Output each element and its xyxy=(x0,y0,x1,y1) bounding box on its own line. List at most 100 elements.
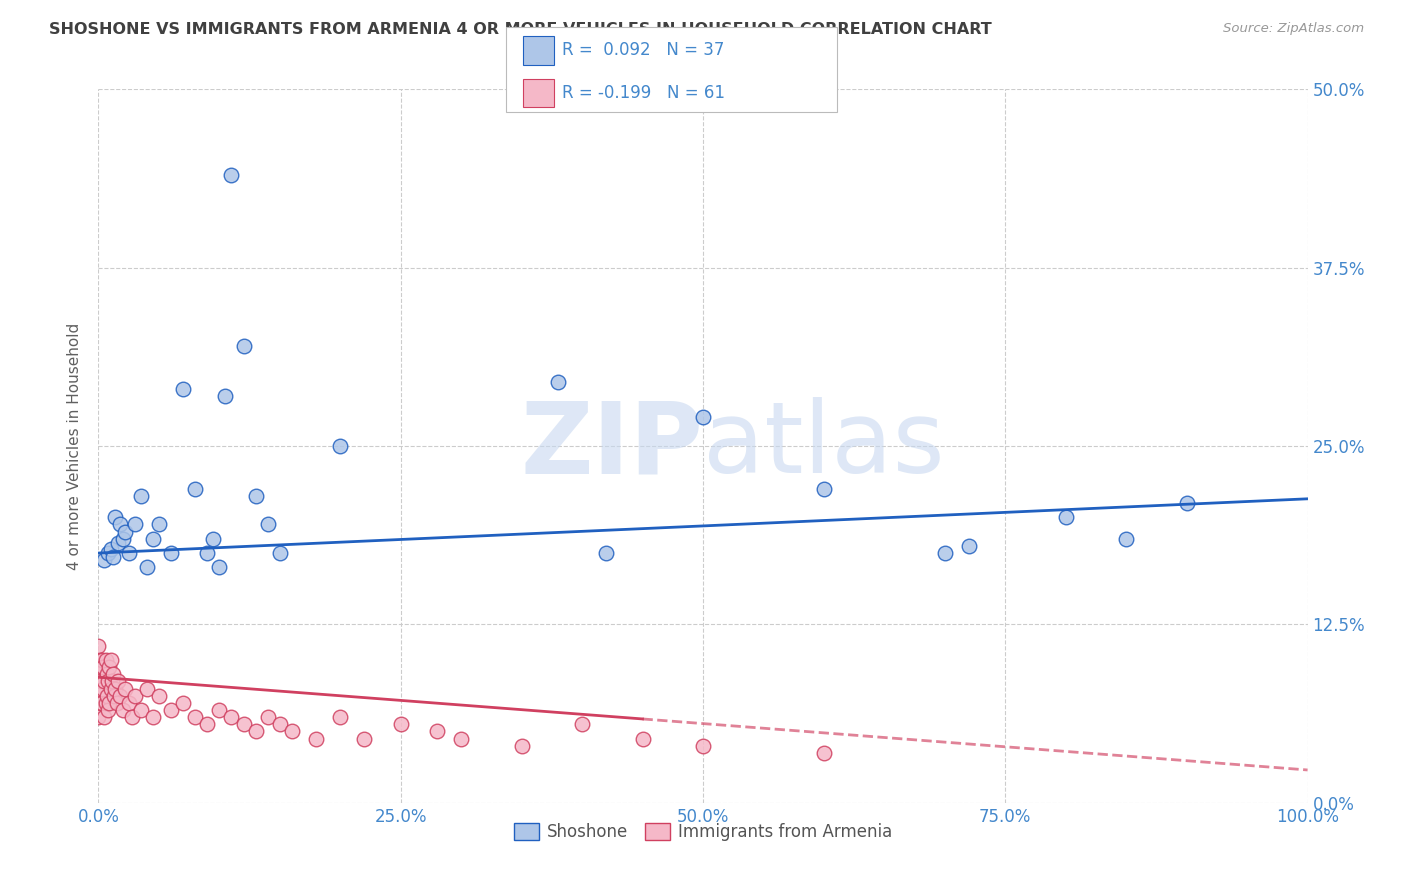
Point xyxy=(97,546,120,560)
Point xyxy=(329,710,352,724)
Point xyxy=(87,667,110,681)
Point xyxy=(100,541,122,556)
Point xyxy=(245,724,267,739)
Point xyxy=(100,653,122,667)
Point xyxy=(214,389,236,403)
Point xyxy=(208,560,231,574)
Point xyxy=(124,689,146,703)
Point xyxy=(172,696,194,710)
Point xyxy=(595,546,617,560)
Point xyxy=(135,560,157,574)
Point xyxy=(94,696,117,710)
Point xyxy=(269,546,291,560)
Point xyxy=(160,703,183,717)
Point xyxy=(148,517,170,532)
Point xyxy=(114,681,136,696)
Point xyxy=(934,546,956,560)
Point xyxy=(353,731,375,746)
Point xyxy=(305,731,328,746)
Point xyxy=(160,546,183,560)
Point xyxy=(91,653,114,667)
Point xyxy=(547,375,569,389)
Text: R = -0.199   N = 61: R = -0.199 N = 61 xyxy=(562,84,725,102)
Point xyxy=(101,667,124,681)
Point xyxy=(202,532,225,546)
Point xyxy=(98,696,121,710)
Point xyxy=(692,410,714,425)
Point xyxy=(87,639,110,653)
Point xyxy=(105,696,128,710)
Point xyxy=(1175,496,1198,510)
Point xyxy=(184,710,207,724)
Point xyxy=(108,689,131,703)
Point xyxy=(94,653,117,667)
Point xyxy=(232,717,254,731)
Point xyxy=(89,653,111,667)
Text: SHOSHONE VS IMMIGRANTS FROM ARMENIA 4 OR MORE VEHICLES IN HOUSEHOLD CORRELATION : SHOSHONE VS IMMIGRANTS FROM ARMENIA 4 OR… xyxy=(49,22,993,37)
Point xyxy=(129,703,152,717)
Point xyxy=(100,674,122,689)
Point xyxy=(101,550,124,565)
Point xyxy=(121,710,143,724)
Point xyxy=(232,339,254,353)
Point xyxy=(510,739,533,753)
Point xyxy=(184,482,207,496)
Point xyxy=(426,724,449,739)
Point xyxy=(118,696,141,710)
Point xyxy=(256,517,278,532)
Point xyxy=(245,489,267,503)
Point xyxy=(389,717,412,731)
Point xyxy=(98,660,121,674)
Point xyxy=(129,489,152,503)
Text: Source: ZipAtlas.com: Source: ZipAtlas.com xyxy=(1223,22,1364,36)
Point xyxy=(90,660,112,674)
Point xyxy=(256,710,278,724)
Point xyxy=(90,674,112,689)
Point xyxy=(221,710,243,724)
Point xyxy=(97,674,120,689)
Point xyxy=(571,717,593,731)
Point xyxy=(172,382,194,396)
Point xyxy=(96,689,118,703)
Point xyxy=(118,546,141,560)
Point xyxy=(142,710,165,724)
Point xyxy=(1115,532,1137,546)
Point xyxy=(135,681,157,696)
Point xyxy=(450,731,472,746)
Point xyxy=(100,681,122,696)
Point xyxy=(91,660,114,674)
Point xyxy=(195,717,218,731)
Point xyxy=(111,532,134,546)
Point xyxy=(87,710,110,724)
Point xyxy=(111,703,134,717)
Point xyxy=(104,681,127,696)
Point xyxy=(281,724,304,739)
Point xyxy=(104,510,127,524)
Point xyxy=(1054,510,1077,524)
Point xyxy=(195,546,218,560)
Point xyxy=(269,717,291,731)
Legend: Shoshone, Immigrants from Armenia: Shoshone, Immigrants from Armenia xyxy=(508,816,898,848)
Point xyxy=(631,731,654,746)
Point xyxy=(91,681,114,696)
Point xyxy=(957,539,980,553)
Y-axis label: 4 or more Vehicles in Household: 4 or more Vehicles in Household xyxy=(67,322,83,570)
Point xyxy=(124,517,146,532)
Point xyxy=(91,696,114,710)
Point xyxy=(96,667,118,681)
Point xyxy=(114,524,136,539)
Point xyxy=(108,517,131,532)
Point xyxy=(692,739,714,753)
Point xyxy=(103,689,125,703)
Point xyxy=(107,536,129,550)
Point xyxy=(813,746,835,760)
Point xyxy=(813,482,835,496)
Point xyxy=(93,674,115,689)
Point xyxy=(142,532,165,546)
Point xyxy=(329,439,352,453)
Point xyxy=(208,703,231,717)
Text: R =  0.092   N = 37: R = 0.092 N = 37 xyxy=(562,42,724,60)
Point xyxy=(107,674,129,689)
Point xyxy=(93,710,115,724)
Text: atlas: atlas xyxy=(703,398,945,494)
